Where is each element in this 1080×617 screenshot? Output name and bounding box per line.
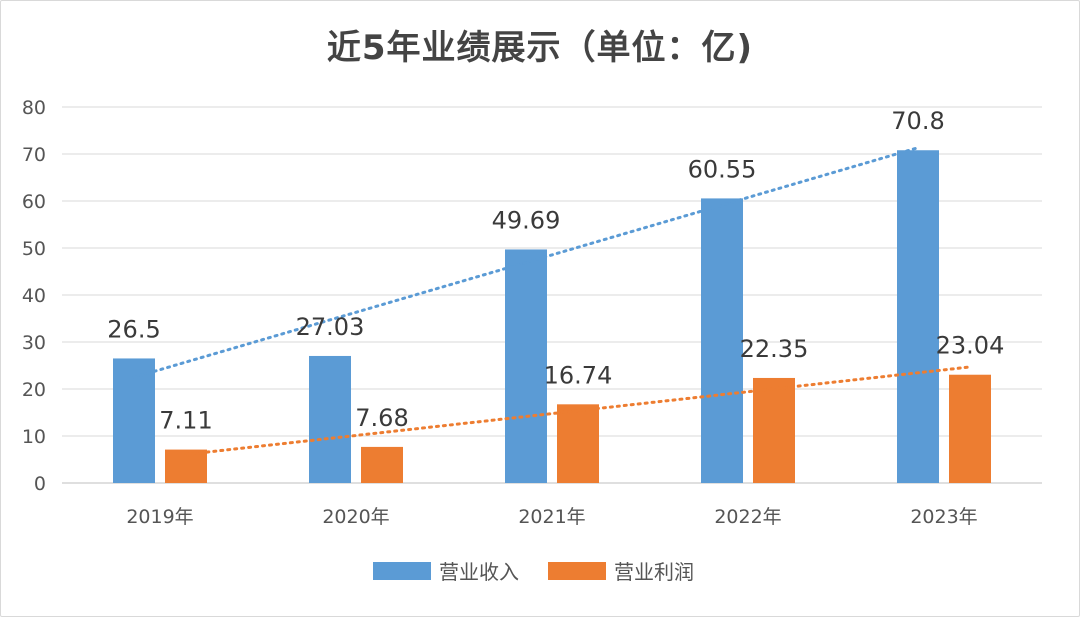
- bar: [505, 249, 547, 483]
- legend-swatch: [548, 562, 606, 580]
- y-tick-label: 0: [34, 473, 46, 495]
- legend-swatch: [373, 562, 431, 580]
- bar: [701, 198, 743, 484]
- legend-label: 营业收入: [439, 560, 519, 584]
- x-tick-label: 2022年: [714, 506, 781, 528]
- data-label: 22.35: [740, 335, 809, 363]
- bar: [753, 377, 795, 483]
- x-tick-label: 2019年: [126, 506, 193, 528]
- y-tick-label: 80: [22, 97, 46, 119]
- trendline: [184, 365, 972, 456]
- chart-title: 近5年业绩展示（单位：亿): [326, 28, 754, 68]
- data-label: 23.04: [936, 332, 1005, 360]
- y-tick-label: 20: [22, 379, 46, 401]
- legend-label: 营业利润: [614, 560, 694, 584]
- bar: [361, 446, 403, 483]
- data-labels: 26.5 7.11 27.03 7.68 49.69 16.74 60.55 22.35 70.…: [107, 107, 1004, 434]
- bar: [309, 355, 351, 483]
- bar: [897, 150, 939, 484]
- y-tick-label: 60: [22, 191, 46, 213]
- data-label: 7.11: [159, 407, 212, 435]
- data-label: 26.5: [107, 315, 160, 343]
- y-axis: 0 10 20 30 40 50 60 70 80: [22, 97, 46, 495]
- y-tick-label: 70: [22, 144, 46, 166]
- x-tick-label: 2023年: [910, 506, 977, 528]
- data-label: 60.55: [688, 155, 757, 183]
- y-tick-label: 30: [22, 332, 46, 354]
- grid-lines: [62, 106, 1042, 484]
- data-label: 49.69: [492, 206, 561, 234]
- data-label: 27.03: [296, 313, 365, 341]
- trendlines: [132, 146, 972, 456]
- y-tick-label: 10: [22, 426, 46, 448]
- trendline: [132, 146, 920, 379]
- bars: [113, 150, 991, 484]
- data-label: 7.68: [355, 404, 408, 432]
- bar: [949, 374, 991, 483]
- data-label: 70.8: [891, 107, 944, 135]
- data-label: 16.74: [544, 361, 613, 389]
- y-tick-label: 40: [22, 285, 46, 307]
- legend: 营业收入 营业利润: [373, 560, 694, 584]
- y-tick-label: 50: [22, 238, 46, 260]
- bar: [113, 358, 155, 483]
- x-tick-label: 2021年: [518, 506, 585, 528]
- x-axis: 2019年 2020年 2021年 2022年 2023年: [126, 506, 977, 528]
- bar: [557, 404, 599, 483]
- x-tick-label: 2020年: [322, 506, 389, 528]
